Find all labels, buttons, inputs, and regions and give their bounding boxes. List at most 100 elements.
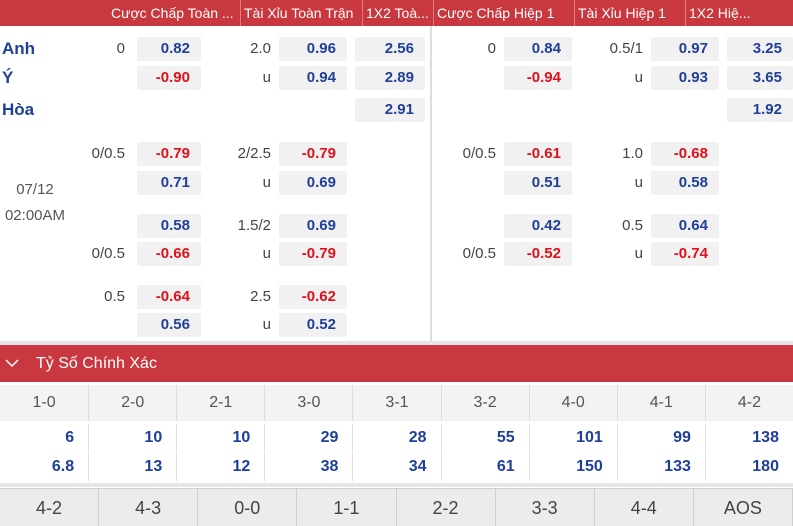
odds-box[interactable]: 1.92 <box>727 98 793 122</box>
score-tab[interactable]: 2-2 <box>396 488 496 526</box>
divider <box>0 483 793 487</box>
odds-box[interactable]: 2.91 <box>355 98 425 122</box>
odds-box[interactable]: 3.65 <box>727 66 793 90</box>
odds-box[interactable]: 0.64 <box>651 214 719 238</box>
score-odds[interactable]: 99 <box>616 424 705 452</box>
odds-box[interactable]: 0.84 <box>504 37 572 61</box>
odds-box[interactable]: 0.58 <box>137 214 201 238</box>
line-label: u <box>262 69 271 86</box>
score-odds[interactable]: 180 <box>704 453 793 481</box>
score-tab[interactable]: 4-2 <box>0 488 100 526</box>
header-bar <box>0 0 793 26</box>
odds-box[interactable]: 0.58 <box>651 171 719 195</box>
column-header: Cược Chấp Hiệp 1 <box>433 0 558 26</box>
score-header-bg <box>0 385 793 421</box>
section-bar[interactable]: Tỷ Số Chính Xác <box>0 345 793 382</box>
column-header: Tài Xỉu Hiệp 1 <box>574 0 682 26</box>
odds-box[interactable]: -0.64 <box>137 285 201 309</box>
line-label: 0/0.5 <box>462 245 496 262</box>
score-label: 2-1 <box>176 385 264 421</box>
score-odds[interactable]: 6 <box>65 429 75 446</box>
odds-box[interactable]: 0.96 <box>279 37 347 61</box>
odds-box[interactable]: 0.97 <box>651 37 719 61</box>
column-header: 1X2 Toà... <box>362 0 428 26</box>
score-odds[interactable]: 13 <box>88 453 176 481</box>
score-odds[interactable]: 34 <box>352 453 440 481</box>
score-label: 4-0 <box>528 385 617 421</box>
line-label: 0/0.5 <box>91 245 125 262</box>
odds-box[interactable]: 2.56 <box>355 37 425 61</box>
line-label: 0.5 <box>622 217 643 234</box>
odds-box[interactable]: 0.69 <box>279 171 347 195</box>
score-label: 4-2 <box>704 385 793 421</box>
match-date: 07/12 <box>16 181 54 198</box>
odds-box[interactable]: 0.52 <box>279 313 347 337</box>
score-odds[interactable]: 61 <box>440 453 529 481</box>
score-odds[interactable]: 10 <box>88 424 176 452</box>
score-label: 4-1 <box>616 385 705 421</box>
score-odds[interactable]: 10 <box>176 424 264 452</box>
odds-box[interactable]: -0.52 <box>504 242 572 266</box>
odds-box[interactable]: 0.71 <box>137 171 201 195</box>
line-label: 0 <box>116 40 125 57</box>
score-label: 3-2 <box>440 385 529 421</box>
odds-box[interactable]: -0.79 <box>137 142 201 166</box>
odds-box[interactable]: -0.61 <box>504 142 572 166</box>
odds-box[interactable]: -0.62 <box>279 285 347 309</box>
odds-box[interactable]: -0.74 <box>651 242 719 266</box>
score-tab[interactable]: 3-3 <box>495 488 595 526</box>
section-title: Tỷ Số Chính Xác <box>36 355 157 372</box>
score-odds[interactable]: 12 <box>176 453 264 481</box>
score-odds[interactable]: 55 <box>440 424 529 452</box>
team-name: Anh <box>2 39 36 58</box>
score-odds[interactable]: 6.8 <box>51 458 75 475</box>
odds-box[interactable]: 0.56 <box>137 313 201 337</box>
score-odds[interactable]: 150 <box>528 453 617 481</box>
score-odds[interactable]: 28 <box>352 424 440 452</box>
line-label: u <box>634 174 643 191</box>
line-label: 0 <box>487 40 496 57</box>
column-header: Cược Chấp Toàn ... <box>111 5 234 21</box>
odds-box[interactable]: 0.93 <box>651 66 719 90</box>
score-label: 1-0 <box>32 394 56 411</box>
column-header: 1X2 Hiệ... <box>685 0 793 26</box>
score-odds[interactable]: 29 <box>264 424 352 452</box>
odds-box[interactable]: -0.79 <box>279 242 347 266</box>
line-label: 2.0 <box>250 40 271 57</box>
team-name: Hòa <box>2 100 35 119</box>
line-label: 0.5 <box>104 288 125 305</box>
odds-box[interactable]: 0.69 <box>279 214 347 238</box>
line-label: 0/0.5 <box>462 145 496 162</box>
odds-box[interactable]: -0.94 <box>504 66 572 90</box>
divider <box>430 26 432 344</box>
column-header: Tài Xỉu Toàn Trận <box>240 0 358 26</box>
chevron-icon <box>5 359 19 368</box>
odds-box[interactable]: -0.68 <box>651 142 719 166</box>
match-time: 02:00AM <box>4 207 66 224</box>
score-tab[interactable]: 4-4 <box>594 488 694 526</box>
line-label: 0/0.5 <box>91 145 125 162</box>
odds-box[interactable]: 0.82 <box>137 37 201 61</box>
odds-box[interactable]: -0.79 <box>279 142 347 166</box>
score-odds[interactable]: 138 <box>704 424 793 452</box>
score-odds[interactable]: 101 <box>528 424 617 452</box>
odds-box[interactable]: -0.66 <box>137 242 201 266</box>
line-label: u <box>262 316 271 333</box>
score-label: 2-0 <box>88 385 176 421</box>
odds-box[interactable]: 0.42 <box>504 214 572 238</box>
odds-box[interactable]: 2.89 <box>355 66 425 90</box>
score-tab[interactable]: 4-3 <box>99 488 199 526</box>
odds-box[interactable]: 3.25 <box>727 37 793 61</box>
line-label: u <box>634 245 643 262</box>
score-odds[interactable]: 38 <box>264 453 352 481</box>
score-odds[interactable]: 133 <box>616 453 705 481</box>
odds-box[interactable]: 0.94 <box>279 66 347 90</box>
score-tab[interactable]: 0-0 <box>198 488 298 526</box>
score-tab[interactable]: AOS <box>693 488 793 526</box>
score-label: 3-1 <box>352 385 440 421</box>
odds-box[interactable]: 0.51 <box>504 171 572 195</box>
score-tab[interactable]: 1-1 <box>297 488 397 526</box>
line-label: u <box>634 69 643 86</box>
odds-box[interactable]: -0.90 <box>137 66 201 90</box>
